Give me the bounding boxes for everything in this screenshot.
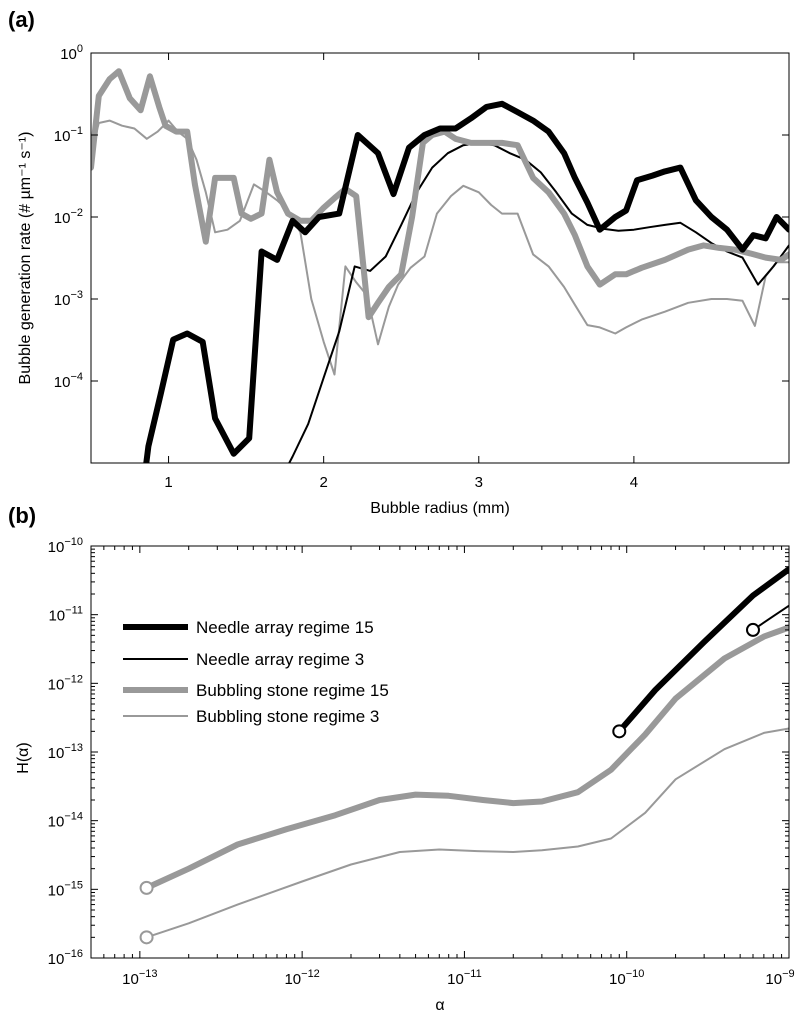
series-line-b-needle3 — [752, 604, 789, 631]
panel-a-x-ticks: 1 2 3 4 — [164, 53, 638, 491]
legend-label-needle15: Needle array regime 15 — [196, 618, 374, 637]
b-y-tick-label: 10−10 — [48, 536, 83, 556]
panel-b-y-ticks: 10−10 10−11 10−12 10−13 10−14 10−15 10−16 — [48, 536, 789, 968]
b-x-tick-label: 10−13 — [122, 968, 157, 988]
panel-a-series — [91, 68, 789, 463]
panel-b-axes-box — [90, 545, 790, 959]
b-x-tick-label: 10−11 — [447, 968, 482, 988]
series-line-b-needle15 — [616, 566, 789, 735]
series-start-marker-needle15 — [612, 724, 627, 739]
a-x-tick-label: 1 — [164, 474, 172, 491]
b-y-tick-label: 10−13 — [48, 742, 83, 762]
legend-label-stone15: Bubbling stone regime 15 — [196, 681, 389, 700]
panel-a-x-label: Bubble radius (mm) — [370, 500, 510, 517]
series-start-marker-needle3 — [745, 622, 760, 637]
panel-a-label: (a) — [8, 7, 35, 32]
b-y-tick-label: 10−11 — [48, 605, 83, 625]
a-y-tick-label: 10−2 — [54, 207, 83, 227]
series-start-marker-stone15 — [139, 880, 154, 895]
b-y-tick-label: 10−16 — [48, 948, 83, 968]
series-line-a-needle15 — [143, 100, 789, 463]
panel-b-label: (b) — [8, 503, 36, 528]
a-y-tick-label: 10−3 — [54, 289, 83, 309]
legend-label-stone3: Bubbling stone regime 3 — [196, 707, 379, 726]
a-x-tick-label: 4 — [630, 474, 638, 491]
b-y-tick-label: 10−15 — [48, 879, 83, 899]
a-x-tick-label: 3 — [475, 474, 483, 491]
a-y-tick-label: 100 — [60, 43, 83, 63]
series-line-b-stone15 — [143, 624, 789, 891]
b-x-tick-label: 10−10 — [609, 968, 644, 988]
panel-b-x-ticks: 10−13 10−12 10−11 10−10 10−9 — [90, 546, 795, 988]
legend-label-needle3: Needle array regime 3 — [196, 650, 364, 669]
panel-a: (a) 1 2 3 4 100 10−1 10−2 10−3 10−4 Bubble radi… — [8, 7, 790, 517]
panel-a-y-ticks: 100 10−1 10−2 10−3 10−4 — [54, 43, 789, 391]
b-x-tick-label: 10−12 — [284, 968, 319, 988]
panel-a-axes-box — [90, 52, 790, 464]
panel-a-y-label: Bubble generation rate (# µm⁻¹ s⁻¹) — [17, 132, 34, 385]
b-y-tick-label: 10−14 — [48, 811, 83, 831]
panel-b: (b) 10−13 10−12 10−11 10−10 10−9 10−1010−111… — [8, 503, 795, 1014]
panel-b-legend: Needle array regime 15 Needle array regi… — [123, 618, 389, 726]
panel-b-x-label: α — [435, 997, 444, 1014]
panel-b-y-label: H(α) — [15, 742, 32, 773]
series-start-marker-stone3 — [139, 930, 154, 945]
a-y-tick-label: 10−4 — [54, 371, 83, 391]
series-line-a-stone15 — [91, 68, 789, 321]
b-y-tick-label: 10−12 — [48, 673, 83, 693]
a-x-tick-label: 2 — [319, 474, 327, 491]
a-y-tick-label: 10−1 — [54, 125, 83, 145]
panel-b-series — [139, 566, 789, 945]
series-line-b-stone3 — [145, 727, 789, 939]
b-x-tick-label: 10−9 — [765, 968, 794, 988]
